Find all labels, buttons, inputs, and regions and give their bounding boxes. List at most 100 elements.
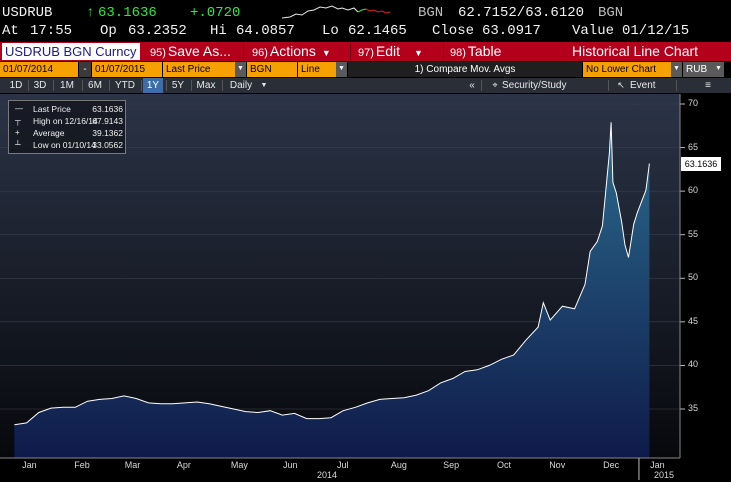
edit-menu[interactable]: 97) Edit ▼ [358,42,423,61]
average-marker-icon: + [15,128,20,137]
chevron-down-icon[interactable]: ▼ [671,62,682,77]
x-tick-label: May [230,460,248,470]
actions-label: Actions [269,43,316,59]
x-tick-label: Apr [176,460,191,470]
field-select[interactable]: Last Price [163,62,235,77]
chevron-down-icon[interactable]: ▼ [713,62,724,77]
range-button-3d[interactable]: 3D [33,80,47,91]
menu-divider [350,43,351,60]
year-label-2015: 2015 [654,470,675,480]
x-tick-label: Aug [390,460,407,470]
range-divider [28,80,29,91]
legend-label: Last Price [33,104,71,114]
range-divider [109,80,110,91]
table-menu[interactable]: 98) Table [450,42,501,61]
range-divider [608,80,609,91]
legend-row-average: + Average 39.1362 [13,128,125,138]
price-source: BGN [418,5,444,21]
chevron-down-icon[interactable]: ▼ [336,62,347,77]
legend-value: 67.9143 [92,116,123,126]
range-button-1y[interactable]: 1Y [143,78,163,93]
save-as-label: Save As... [167,43,231,59]
date-range-dash: - [79,62,91,77]
x-tick-label: Jul [336,460,349,470]
x-tick-label: Jan [650,460,665,470]
value-date-label: Value [572,23,615,39]
range-button-6m[interactable]: 6M [88,80,102,91]
x-tick-label: Jan [22,460,37,470]
legend-label: High on 12/16/14 [33,116,98,126]
range-divider [53,80,54,91]
intraday-sparkline [282,5,391,19]
range-button-max[interactable]: Max [196,80,216,91]
chart-options-icon[interactable]: ≡ [705,80,711,91]
open-value: 63.2352 [128,23,187,39]
security-input[interactable]: USDRUB BGN Curncy [2,43,140,60]
range-divider [191,80,192,91]
legend-row-high: ┬ High on 12/16/14 67.9143 [13,116,125,126]
low-marker-icon: ┴ [15,140,21,149]
legend-value: 63.1636 [92,104,123,114]
source-field[interactable]: BGN [247,62,297,77]
arrow-up-icon: ↑ [86,5,95,21]
x-tick-label: Dec [603,460,620,470]
end-date-field[interactable]: 01/07/2015 [92,62,162,77]
y-tick-label: 65 [688,141,699,152]
crosshair-icon[interactable]: ⌖ [492,80,498,90]
chart-style-select[interactable]: Line [298,62,336,77]
save-as-number: 95) [150,47,166,59]
function-menu-bar: USDRUB BGN Curncy 95) Save As... 96) Actio… [0,42,731,61]
menu-divider [243,43,244,60]
high-marker-icon: ┬ [15,116,21,125]
edit-number: 97) [358,47,374,59]
pointer-icon[interactable]: ↖ [617,80,625,90]
chart-legend[interactable]: — Last Price 63.1636 ┬ High on 12/16/14 … [8,100,126,154]
quote-line-2: At 17:55 Op 63.2352 Hi 64.0857 Lo 62.146… [0,21,731,41]
actions-number: 96) [252,47,268,59]
period-select[interactable]: Daily [229,80,253,91]
x-tick-label: Nov [549,460,566,470]
low-value: 62.1465 [348,23,407,39]
lower-chart-select[interactable]: No Lower Chart [583,62,671,77]
save-as-menu[interactable]: 95) Save As... [150,42,231,61]
quote-line-1: USDRUB ↑ 63.1636 +.0720 BGN 62.7152/63.6… [0,3,731,23]
chevron-down-icon: ▼ [321,48,331,58]
value-date: 01/12/15 [622,23,690,39]
currency-select[interactable]: RUB [683,62,713,77]
chevron-down-icon: ▼ [414,48,423,58]
x-tick-label: Mar [124,460,141,470]
quote-time: 17:55 [30,23,73,39]
parameter-bar: 01/07/2014 - 01/07/2015 Last Price ▼ BGN… [0,62,731,77]
range-button-5y[interactable]: 5Y [171,80,185,91]
y-tick-label: 35 [688,403,699,413]
range-divider [82,80,83,91]
legend-row-last-price: — Last Price 63.1636 [13,104,125,114]
start-date-field[interactable]: 01/07/2014 [0,62,78,77]
x-tick-label: Feb [74,460,90,470]
range-toolbar: 1D 3D 1M 6M YTD 1Y 5Y Max Daily ▼ « ⌖ Se… [0,78,731,93]
compare-mov-avgs-button[interactable]: 1) Compare Mov. Avgs [348,62,582,77]
range-divider [222,80,223,91]
price-chart[interactable] [0,94,731,482]
range-divider [141,80,142,91]
net-change: +.0720 [190,5,241,21]
last-price: 63.1636 [98,5,157,21]
range-button-ytd[interactable]: YTD [115,80,135,91]
price-source-2: BGN [598,5,624,21]
table-label: Table [467,43,502,59]
chevron-down-icon[interactable]: ▼ [235,62,246,77]
x-tick-label: Sep [443,460,460,470]
y-tick-label: 40 [688,359,699,370]
chevron-down-icon[interactable]: ▼ [260,82,268,89]
high-label: Hi [210,23,227,39]
low-label: Lo [322,23,339,39]
event-button[interactable]: Event [630,80,656,91]
y-tick-label: 55 [688,228,699,239]
actions-menu[interactable]: 96) Actions ▼ [252,42,331,61]
line-swatch-icon: — [15,104,23,113]
collapse-toolbar-button[interactable]: « [469,80,475,91]
range-button-1m[interactable]: 1M [60,80,74,91]
security-study-button[interactable]: Security/Study [502,80,567,91]
range-button-1d[interactable]: 1D [9,80,23,91]
y-tick-label: 60 [688,185,699,196]
